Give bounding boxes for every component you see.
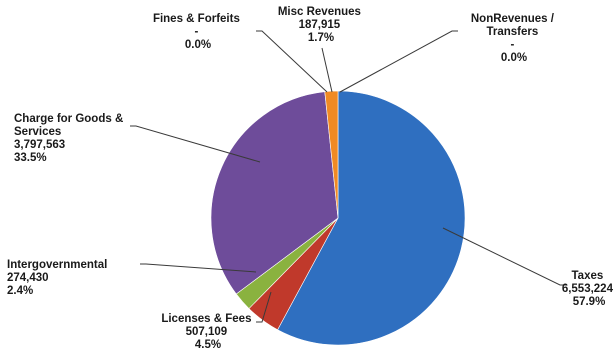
label-misc-value: 187,915	[299, 19, 341, 31]
label-misc-name: Misc Revenues	[278, 6, 361, 18]
label-fines-name: Fines & Forfeits	[153, 13, 240, 25]
data-label-nonrevenues-transfers: NonRevenues / Transfers - 0.0%	[471, 13, 557, 64]
data-label-taxes: Taxes 6,553,224 57.9%	[562, 270, 616, 308]
label-intergov-name: Intergovernmental	[7, 259, 107, 271]
leader-line-intergovernmental	[140, 263, 257, 273]
label-fines-percent: 0.0%	[185, 39, 211, 51]
label-taxes-value: 6,553,224	[562, 283, 614, 295]
leader-line-nonrevenues-transfers	[339, 30, 458, 93]
leader-line-fines-forfeits	[256, 30, 328, 93]
label-misc-percent: 1.7%	[308, 32, 334, 44]
pie-slice-charge-for-goods-services	[210, 91, 339, 295]
data-label-intergovernmental: Intergovernmental 274,430 2.4%	[7, 259, 111, 297]
pie-slice-taxes	[277, 90, 466, 346]
label-charge-value: 3,797,563	[14, 139, 65, 151]
label-intergov-value: 274,430	[7, 272, 49, 284]
label-nonrev-value: -	[510, 39, 514, 51]
data-label-charge-goods-services: Charge for Goods & Services 3,797,563 33…	[14, 113, 126, 164]
label-nonrev-name-2: Transfers	[487, 26, 539, 38]
label-charge-name-1: Charge for Goods &	[14, 113, 123, 125]
label-licenses-name: Licenses & Fees	[161, 313, 251, 325]
leader-line-taxes	[442, 227, 566, 286]
data-label-misc-revenues: Misc Revenues 187,915 1.7%	[278, 6, 364, 44]
data-label-licenses-fees: Licenses & Fees 507,109 4.5%	[161, 313, 254, 351]
pie-slices	[210, 90, 466, 346]
label-taxes-percent: 57.9%	[573, 296, 606, 308]
label-taxes-name: Taxes	[572, 270, 604, 282]
label-fines-value: -	[194, 26, 198, 38]
label-licenses-value: 507,109	[186, 326, 228, 338]
leader-line-misc-revenues	[321, 47, 333, 93]
leader-line-licenses-fees	[256, 291, 272, 323]
data-label-fines-forfeits: Fines & Forfeits - 0.0%	[153, 13, 243, 51]
label-charge-name-2: Services	[14, 126, 61, 138]
leader-line-charge-goods-services	[130, 125, 261, 163]
label-charge-percent: 33.5%	[14, 152, 47, 164]
label-licenses-percent: 4.5%	[195, 339, 221, 351]
label-nonrev-percent: 0.0%	[501, 52, 527, 64]
label-nonrev-name-1: NonRevenues /	[471, 13, 555, 25]
label-intergov-percent: 2.4%	[7, 285, 33, 297]
